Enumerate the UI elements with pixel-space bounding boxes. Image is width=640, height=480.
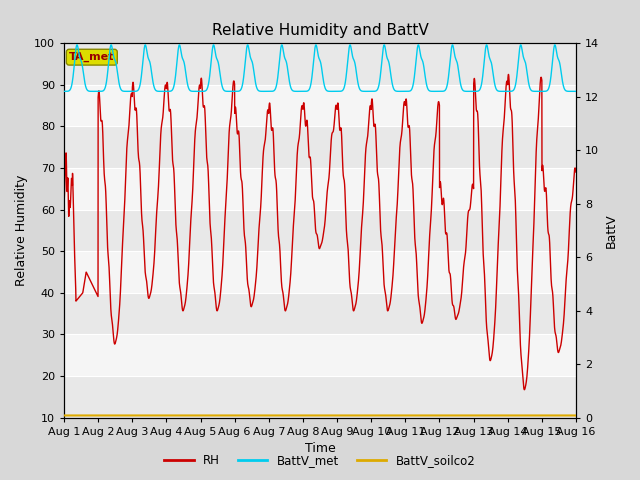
Bar — [64, 126, 576, 168]
Text: TA_met: TA_met — [69, 52, 115, 62]
Bar — [64, 376, 576, 418]
Legend: RH, BattV_met, BattV_soilco2: RH, BattV_met, BattV_soilco2 — [160, 449, 480, 472]
Y-axis label: Relative Humidity: Relative Humidity — [15, 175, 28, 286]
Bar — [64, 251, 576, 293]
Bar — [64, 335, 576, 376]
X-axis label: Time: Time — [305, 442, 335, 455]
Y-axis label: BattV: BattV — [605, 213, 618, 248]
Bar — [64, 43, 576, 85]
Bar — [64, 168, 576, 210]
Bar — [64, 210, 576, 251]
Bar — [64, 85, 576, 126]
Title: Relative Humidity and BattV: Relative Humidity and BattV — [212, 23, 428, 38]
Bar — [64, 293, 576, 335]
